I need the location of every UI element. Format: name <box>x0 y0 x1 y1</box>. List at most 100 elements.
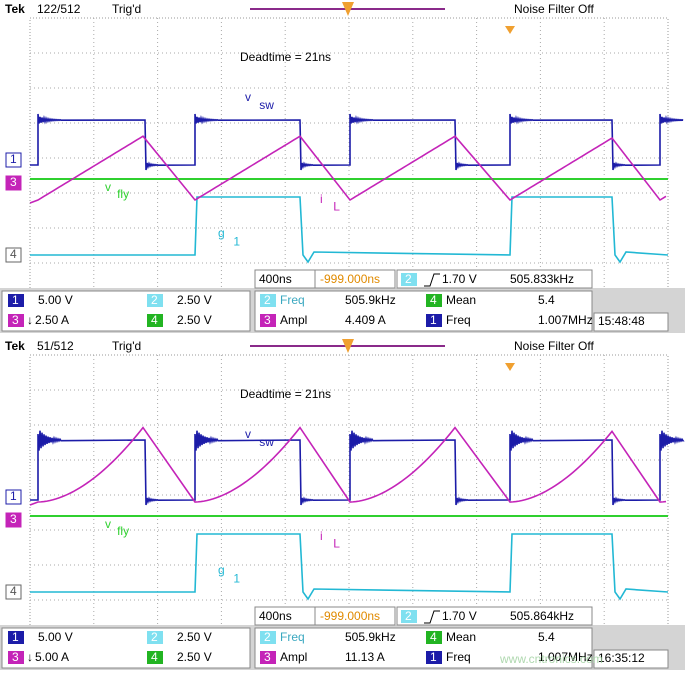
trigger-pos-box <box>314 269 396 289</box>
trigger-status: Trig'd <box>112 339 141 353</box>
channel-id-box <box>147 651 163 664</box>
g1-label: g <box>218 226 225 240</box>
il-label-sub: L <box>333 536 340 550</box>
measure-value: 4.409 A <box>345 313 386 327</box>
channel-id: 4 <box>151 650 158 664</box>
trigger-status: Trig'd <box>112 2 141 16</box>
vsw-label-sub: sw <box>259 98 274 112</box>
vsw-trace <box>30 430 685 506</box>
channel-scale: 5.00 V <box>38 630 73 644</box>
channel-marker: 1 <box>10 489 17 503</box>
trigger-level-marker <box>505 26 515 34</box>
coupling-arrow: ↓ <box>27 650 33 664</box>
time-box <box>593 312 669 332</box>
measure-channel: 2 <box>264 630 271 644</box>
measure-channel: 1 <box>430 313 437 327</box>
vfly-label-sub: fly <box>117 524 129 538</box>
trigger-box <box>396 269 593 289</box>
g1-label-sub: 1 <box>233 235 240 249</box>
channel-id: 3 <box>12 313 19 327</box>
channel-scale: 5.00 V <box>38 293 73 307</box>
trigger-pos-box <box>314 606 396 626</box>
il-trace <box>29 135 667 204</box>
timebase: 400ns <box>259 272 292 286</box>
channel-scale: 2.50 V <box>177 650 212 664</box>
channel-marker-box <box>5 489 22 505</box>
channel-id-box <box>147 631 163 644</box>
channel-scale: 5.00 A <box>35 650 69 664</box>
measure-box <box>254 627 593 669</box>
channel-box <box>1 627 251 669</box>
trigger-slope-icon <box>424 610 440 624</box>
channel-box <box>1 290 251 332</box>
channel-marker: 4 <box>10 584 17 598</box>
measure-channel: 4 <box>430 630 437 644</box>
channel-id-box <box>147 294 163 307</box>
measure-channel: 3 <box>264 650 271 664</box>
channel-id: 2 <box>151 630 158 644</box>
trigger-position: -999.000ns <box>320 272 380 286</box>
channel-id: 4 <box>151 313 158 327</box>
trigger-frequency: 505.864kHz <box>510 609 574 623</box>
channel-scale: 2.50 V <box>177 293 212 307</box>
trigger-position: -999.000ns <box>320 609 380 623</box>
scope-panel: Tek 51/512 Trig'd Noise Filter Off Deadtime … <box>0 337 685 670</box>
vsw-label: v <box>245 90 251 104</box>
channel-id: 2 <box>151 293 158 307</box>
measure-channel-box <box>426 314 442 327</box>
vsw-label: v <box>245 427 251 441</box>
measure-value: 11.13 A <box>345 650 385 664</box>
trigger-channel: 2 <box>405 272 412 286</box>
channel-id-box <box>8 651 24 664</box>
measure-channel: 4 <box>430 293 437 307</box>
measure-value: 5.4 <box>538 630 555 644</box>
measure-channel-box <box>260 631 276 644</box>
trigger-channel: 2 <box>405 609 412 623</box>
scope-panel: Tek 122/512 Trig'd Noise Filter Off Deadtime… <box>0 0 685 333</box>
measure-channel-box <box>260 294 276 307</box>
measure-name: Mean <box>446 293 476 307</box>
channel-marker-box <box>5 584 22 600</box>
measure-name: Ampl <box>280 650 307 664</box>
timebase: 400ns <box>259 609 292 623</box>
measure-name: Freq <box>280 293 305 307</box>
trigger-box <box>396 606 593 626</box>
channel-marker: 3 <box>10 512 17 526</box>
trigger-level-marker <box>505 363 515 371</box>
time-box <box>593 649 669 669</box>
measure-channel: 2 <box>264 293 271 307</box>
noise-filter: Noise Filter Off <box>514 2 594 16</box>
vfly-label: v <box>105 180 111 194</box>
trigger-marker <box>342 2 354 16</box>
g1-trace <box>30 196 669 264</box>
record-count: 51/512 <box>37 339 74 353</box>
channel-id-box <box>8 314 24 327</box>
channel-id-box <box>147 314 163 327</box>
measure-value: 1.007MHz <box>538 650 593 664</box>
trigger-channel-box <box>401 610 417 623</box>
channel-scale: 2.50 V <box>177 630 212 644</box>
measure-channel: 3 <box>264 313 271 327</box>
measure-name: Freq <box>280 630 305 644</box>
g1-label: g <box>218 563 225 577</box>
g1-label-sub: 1 <box>233 572 240 586</box>
il-trace <box>29 426 667 506</box>
il-label-sub: L <box>333 199 340 213</box>
noise-filter: Noise Filter Off <box>514 339 594 353</box>
vsw-trace <box>30 113 684 171</box>
channel-marker: 3 <box>10 175 17 189</box>
measure-box <box>254 290 593 332</box>
annotation: Deadtime = 21ns <box>240 387 331 401</box>
channel-id-box <box>8 631 24 644</box>
measure-value: 505.9kHz <box>345 293 396 307</box>
channel-marker-box <box>5 175 22 191</box>
channel-scale: 2.50 V <box>177 313 212 327</box>
watermark: www.cntronics.com <box>499 652 603 666</box>
record-count: 122/512 <box>37 2 81 16</box>
measure-channel-box <box>426 631 442 644</box>
time: 15:48:48 <box>598 314 645 328</box>
channel-marker: 1 <box>10 152 17 166</box>
trigger-marker <box>342 339 354 353</box>
brand: Tek <box>5 2 25 16</box>
